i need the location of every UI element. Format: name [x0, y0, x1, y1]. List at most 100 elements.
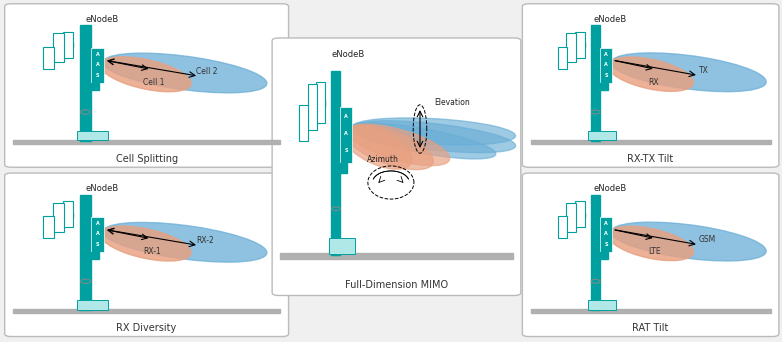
Text: A: A: [344, 131, 348, 136]
Text: S: S: [604, 242, 608, 247]
Text: Cell 1: Cell 1: [143, 78, 164, 87]
Bar: [563, 225, 567, 229]
Text: RX Diversity: RX Diversity: [117, 323, 177, 333]
Text: TX: TX: [699, 66, 708, 75]
Ellipse shape: [103, 53, 267, 93]
Bar: [588, 131, 615, 140]
Bar: [313, 105, 317, 111]
Bar: [530, 309, 771, 313]
Bar: [280, 253, 513, 259]
Bar: [316, 82, 325, 122]
Text: Azimuth: Azimuth: [367, 155, 399, 164]
Text: eNodeB: eNodeB: [594, 184, 627, 193]
Bar: [601, 83, 608, 90]
Text: A: A: [604, 62, 608, 67]
Text: GSM: GSM: [699, 235, 716, 245]
Text: Elevation: Elevation: [435, 98, 470, 107]
FancyBboxPatch shape: [5, 4, 289, 167]
Text: RAT Tilt: RAT Tilt: [633, 323, 669, 333]
Text: A: A: [95, 62, 99, 67]
Text: RX: RX: [648, 78, 658, 87]
Bar: [581, 213, 585, 216]
Bar: [332, 71, 340, 255]
Bar: [50, 56, 54, 60]
Bar: [50, 225, 54, 229]
Bar: [91, 48, 104, 83]
Text: A: A: [95, 52, 99, 56]
Ellipse shape: [103, 222, 267, 262]
Ellipse shape: [348, 124, 450, 166]
Bar: [81, 195, 91, 310]
Text: eNodeB: eNodeB: [85, 15, 119, 24]
Bar: [575, 32, 585, 58]
Bar: [321, 100, 325, 106]
Bar: [340, 107, 352, 163]
Bar: [581, 43, 585, 47]
Bar: [59, 216, 63, 220]
Text: RX-TX Tilt: RX-TX Tilt: [627, 154, 674, 163]
Bar: [328, 238, 355, 254]
Text: A: A: [95, 221, 99, 226]
FancyBboxPatch shape: [522, 173, 779, 337]
Ellipse shape: [100, 226, 191, 261]
Bar: [575, 201, 585, 227]
Bar: [566, 33, 576, 62]
FancyBboxPatch shape: [5, 173, 289, 337]
Ellipse shape: [612, 53, 766, 92]
Bar: [558, 216, 567, 238]
Text: S: S: [345, 148, 348, 153]
Bar: [13, 309, 280, 313]
Ellipse shape: [343, 126, 412, 169]
Text: Cell 2: Cell 2: [196, 67, 217, 76]
Bar: [566, 202, 576, 232]
Text: S: S: [95, 73, 99, 78]
Bar: [563, 56, 567, 60]
Bar: [591, 195, 601, 310]
Bar: [59, 47, 63, 51]
Ellipse shape: [352, 118, 515, 145]
Bar: [305, 120, 308, 127]
Bar: [81, 25, 91, 141]
Ellipse shape: [608, 226, 694, 261]
Bar: [13, 140, 280, 144]
Text: RX-1: RX-1: [143, 247, 160, 256]
Text: A: A: [344, 115, 348, 119]
Bar: [69, 43, 74, 47]
Bar: [91, 252, 99, 259]
Ellipse shape: [100, 57, 191, 92]
Text: eNodeB: eNodeB: [594, 15, 627, 24]
Text: eNodeB: eNodeB: [332, 50, 364, 59]
Bar: [77, 131, 108, 140]
Bar: [601, 217, 612, 252]
Bar: [572, 216, 576, 220]
Ellipse shape: [351, 123, 496, 159]
Ellipse shape: [608, 57, 694, 91]
Bar: [43, 47, 54, 69]
Ellipse shape: [346, 125, 433, 170]
Bar: [558, 47, 567, 69]
Bar: [588, 300, 615, 310]
Text: Full-Dimension MIMO: Full-Dimension MIMO: [345, 280, 448, 290]
Bar: [63, 201, 74, 227]
Bar: [63, 32, 74, 58]
Bar: [601, 48, 612, 83]
Text: A: A: [604, 221, 608, 226]
Ellipse shape: [612, 222, 766, 261]
Text: A: A: [604, 52, 608, 56]
Text: A: A: [95, 232, 99, 236]
Text: RX-2: RX-2: [196, 236, 213, 245]
Text: S: S: [604, 73, 608, 78]
Bar: [307, 84, 317, 130]
FancyBboxPatch shape: [272, 38, 521, 295]
Bar: [53, 33, 63, 62]
Bar: [69, 213, 74, 216]
Bar: [91, 217, 104, 252]
FancyBboxPatch shape: [522, 4, 779, 167]
Bar: [91, 83, 99, 90]
Ellipse shape: [352, 121, 515, 153]
Text: Cell Splitting: Cell Splitting: [116, 154, 178, 163]
Bar: [340, 163, 347, 173]
Text: S: S: [95, 242, 99, 247]
Text: LTE: LTE: [648, 247, 661, 256]
Bar: [572, 47, 576, 51]
